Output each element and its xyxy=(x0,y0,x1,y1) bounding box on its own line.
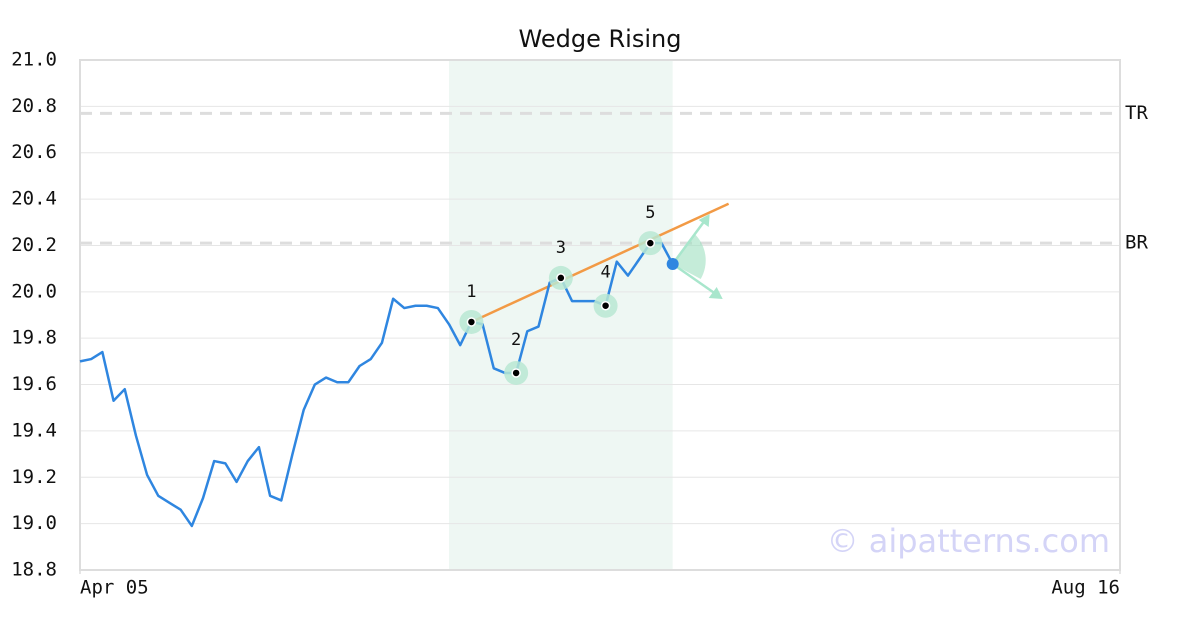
pivot-dot xyxy=(556,273,566,283)
plot-frame xyxy=(79,59,1121,571)
x-tick-label: Aug 16 xyxy=(1051,577,1120,599)
level-label: TR xyxy=(1125,102,1148,124)
level-label: BR xyxy=(1125,232,1148,254)
arrow-head xyxy=(708,287,723,299)
x-tick-label: Apr 05 xyxy=(80,577,149,599)
price-line xyxy=(79,241,674,528)
projection-arrow xyxy=(671,217,708,265)
pivot-dot xyxy=(466,317,477,327)
y-tick-label: 19.6 xyxy=(11,373,57,395)
y-tick-label: 19.2 xyxy=(11,466,57,488)
y-tick-label: 19.8 xyxy=(11,327,57,349)
y-tick-label: 20.8 xyxy=(11,95,57,117)
y-tick-label: 18.8 xyxy=(11,559,57,581)
chart-title: Wedge Rising xyxy=(519,25,682,53)
pattern-zone xyxy=(449,60,673,570)
pivot-label: 4 xyxy=(600,263,610,283)
pivot-label: 3 xyxy=(556,238,566,258)
last-point xyxy=(666,258,679,270)
y-tick-label: 20.6 xyxy=(11,141,57,163)
arrow-head xyxy=(698,214,710,227)
pivot-dot xyxy=(600,300,611,311)
pivot-dot xyxy=(645,238,656,248)
y-tick-label: 20.2 xyxy=(11,234,57,256)
watermark: © aipatterns.com xyxy=(827,522,1110,560)
pivot-label: 1 xyxy=(466,282,476,302)
pivot-dot xyxy=(511,368,521,378)
pivot-label: 2 xyxy=(511,330,521,350)
pivot-label: 5 xyxy=(645,203,655,223)
trend-line xyxy=(470,202,730,324)
y-tick-label: 21.0 xyxy=(11,49,57,71)
y-tick-label: 19.4 xyxy=(11,419,57,441)
y-tick-label: 20.0 xyxy=(11,280,57,302)
y-tick-label: 20.4 xyxy=(11,188,57,210)
y-tick-label: 19.0 xyxy=(11,512,57,534)
projection-wedge xyxy=(672,234,706,279)
projection-arrow xyxy=(671,262,720,298)
